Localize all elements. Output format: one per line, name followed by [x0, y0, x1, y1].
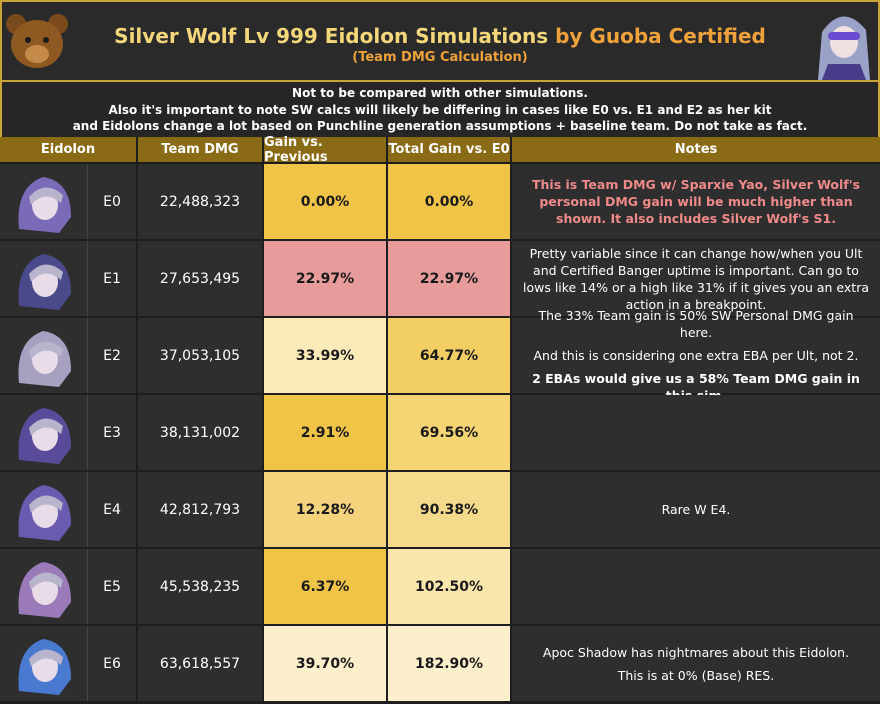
table-row: E1 27,653,495 22.97% 22.97% Pretty variable …: [0, 239, 880, 316]
note-text: And this is considering one extra EBA pe…: [533, 348, 859, 363]
disclaimer-line: Also it's important to note SW calcs wil…: [108, 102, 772, 117]
table-row: E5 45,538,235 6.37% 102.50%: [0, 547, 880, 624]
portrait-cell: [0, 626, 88, 701]
notes: Pretty variable since it can change how/…: [512, 241, 880, 316]
portrait-icon: [818, 16, 870, 80]
table-row: E2 37,053,105 33.99% 64.77% The 33% Team gai…: [0, 308, 880, 403]
portrait: [18, 484, 71, 541]
column-header: Eidolon: [0, 137, 138, 162]
total-gain: 0.00%: [388, 164, 512, 239]
notes: Apoc Shadow has nightmares about this Ei…: [512, 626, 880, 701]
title-main: Silver Wolf Lv 999 Eidolon Simulations: [114, 24, 549, 48]
bear-icon: [6, 14, 68, 68]
table-row: E3 38,131,002 2.91% 69.56%: [0, 393, 880, 470]
column-header: Team DMG: [138, 137, 264, 162]
subtitle: (Team DMG Calculation): [352, 50, 528, 65]
notes: [512, 395, 880, 470]
eidolon: E4: [88, 472, 138, 547]
eidolon: E0: [88, 164, 138, 239]
gain: 22.97%: [264, 241, 388, 316]
notes: [512, 549, 880, 624]
title: Silver Wolf Lv 999 Eidolon Simulations b…: [2, 24, 878, 48]
team-dmg: 63,618,557: [138, 626, 264, 701]
total-gain: 69.56%: [388, 395, 512, 470]
portrait-cell: [0, 164, 88, 239]
portrait-cell: [0, 318, 88, 393]
notes: The 33% Team gain is 50% SW Personal DMG…: [512, 308, 880, 403]
gain: 39.70%: [264, 626, 388, 701]
disclaimer-line: Not to be compared with other simulation…: [292, 86, 588, 100]
team-dmg: 38,131,002: [138, 395, 264, 470]
portrait: [18, 561, 71, 618]
title-by: by Guoba Certified: [555, 24, 766, 48]
note-text: Apoc Shadow has nightmares about this Ei…: [542, 644, 850, 660]
table-row: E0 22,488,323 0.00% 0.00% This is Team DMG w…: [0, 162, 880, 239]
note-text: This is Team DMG w/ Sparxie Yao, Silver …: [531, 177, 860, 226]
notes: Rare W E4.: [512, 472, 880, 547]
table-row: E4 42,812,793 12.28% 90.38% Rare W E4.: [0, 470, 880, 547]
team-dmg: 22,488,323: [138, 164, 264, 239]
portrait: [18, 330, 71, 387]
gain: 2.91%: [264, 395, 388, 470]
column-header: Notes: [674, 142, 718, 157]
total-gain: 90.38%: [388, 472, 512, 547]
total-gain: 182.90%: [388, 626, 512, 701]
eidolon: E2: [88, 318, 138, 393]
team-dmg: 37,053,105: [138, 318, 264, 393]
portrait: [18, 253, 71, 310]
portrait-cell: [0, 395, 88, 470]
portrait: [18, 407, 71, 464]
gain: 0.00%: [264, 164, 388, 239]
portrait-cell: [0, 241, 88, 316]
disclaimer: Not to be compared with other simulation…: [0, 80, 880, 141]
header: Silver Wolf Lv 999 Eidolon Simulations b…: [0, 0, 880, 80]
table-row: E6 63,618,557 39.70% 182.90% Apoc Shadow has…: [0, 624, 880, 701]
note-text: This is at 0% (Base) RES.: [617, 667, 775, 683]
table: Eidolon Team DMG Gain vs. Previous Total…: [0, 135, 880, 701]
column-header: Total Gain vs. E0: [388, 137, 512, 162]
gain: 33.99%: [264, 318, 388, 393]
note-text: Pretty variable since it can change how/…: [522, 245, 869, 312]
note-text: Rare W E4.: [661, 502, 731, 517]
team-dmg: 45,538,235: [138, 549, 264, 624]
total-gain: 22.97%: [388, 241, 512, 316]
team-dmg: 42,812,793: [138, 472, 264, 547]
total-gain: 102.50%: [388, 549, 512, 624]
eidolon: E3: [88, 395, 138, 470]
gain: 6.37%: [264, 549, 388, 624]
notes: This is Team DMG w/ Sparxie Yao, Silver …: [512, 164, 880, 239]
total-gain: 64.77%: [388, 318, 512, 393]
team-dmg: 27,653,495: [138, 241, 264, 316]
portrait-cell: [0, 472, 88, 547]
column-header: Gain vs. Previous: [264, 135, 388, 165]
note-text: The 33% Team gain is 50% SW Personal DMG…: [538, 308, 854, 340]
eidolon: E1: [88, 241, 138, 316]
eidolon: E5: [88, 549, 138, 624]
disclaimer-line: and Eidolons change a lot based on Punch…: [72, 119, 808, 133]
portrait-cell: [0, 549, 88, 624]
gain: 12.28%: [264, 472, 388, 547]
portrait: [18, 176, 71, 233]
header-row: Eidolon Team DMG Gain vs. Previous Total…: [0, 135, 880, 165]
eidolon: E6: [88, 626, 138, 701]
portrait: [18, 638, 71, 695]
